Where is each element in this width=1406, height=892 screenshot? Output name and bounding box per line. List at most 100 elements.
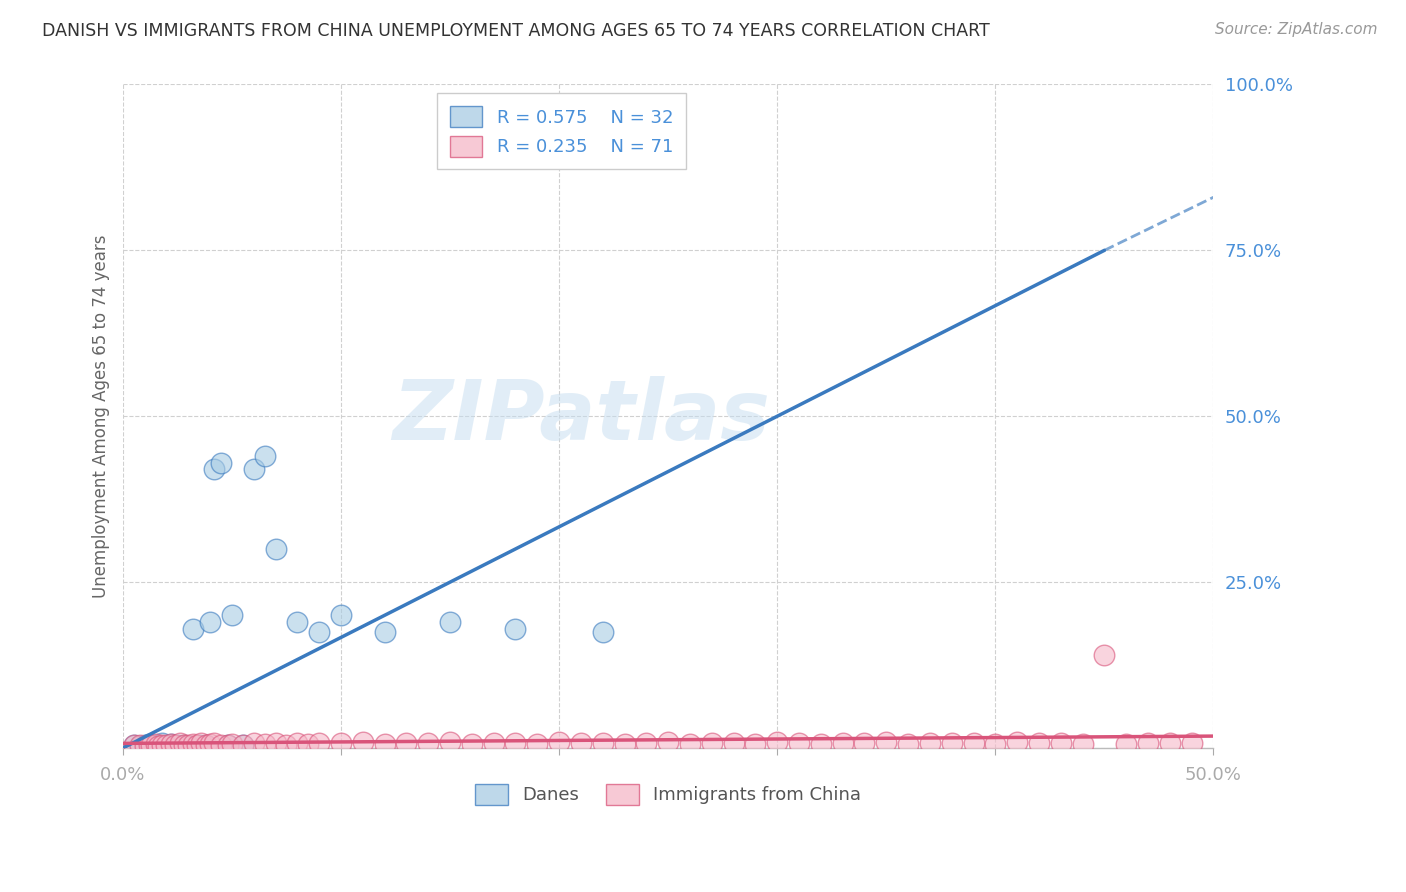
Point: [160, 737, 183, 751]
Point: [141, 739, 163, 753]
Point: [134, 739, 156, 753]
Point: [613, 737, 636, 751]
Point: [1092, 648, 1115, 662]
Point: [181, 622, 204, 636]
Point: [1115, 737, 1137, 751]
Point: [122, 738, 145, 752]
Point: [505, 622, 527, 636]
Point: [330, 736, 353, 750]
Point: [166, 739, 188, 753]
Point: [145, 738, 167, 752]
Point: [744, 737, 766, 751]
Point: [253, 449, 276, 463]
Point: [150, 736, 173, 750]
Point: [941, 736, 963, 750]
Point: [1181, 736, 1204, 750]
Point: [700, 736, 723, 750]
Point: [129, 739, 152, 753]
Point: [253, 737, 276, 751]
Point: [831, 736, 853, 750]
Point: [636, 736, 658, 750]
Point: [221, 737, 243, 751]
Point: [138, 738, 160, 752]
Point: [297, 737, 319, 751]
Point: [190, 736, 212, 750]
Point: [1159, 736, 1181, 750]
Point: [232, 738, 254, 752]
Point: [155, 739, 177, 753]
Point: [181, 737, 204, 751]
Point: [548, 735, 571, 749]
Point: [482, 736, 505, 750]
Point: [173, 738, 195, 752]
Point: [285, 736, 308, 750]
Point: [853, 736, 876, 750]
Point: [221, 608, 243, 623]
Point: [134, 739, 156, 753]
Point: [198, 737, 221, 751]
Point: [129, 739, 152, 753]
Point: [209, 738, 232, 752]
Point: [418, 736, 440, 750]
Point: [875, 735, 897, 749]
Legend: Danes, Immigrants from China: Danes, Immigrants from China: [468, 777, 869, 812]
Point: [308, 736, 330, 750]
Point: [169, 736, 191, 750]
Point: [569, 736, 592, 750]
Point: [787, 736, 810, 750]
Point: [1137, 736, 1160, 750]
Point: [186, 738, 208, 752]
Point: [308, 624, 330, 639]
Point: [505, 736, 527, 750]
Point: [439, 615, 461, 629]
Point: [723, 736, 745, 750]
Point: [352, 735, 374, 749]
Point: [173, 739, 195, 753]
Point: [217, 739, 239, 753]
Point: [155, 739, 177, 753]
Point: [276, 738, 298, 752]
Point: [897, 737, 920, 751]
Text: Source: ZipAtlas.com: Source: ZipAtlas.com: [1215, 22, 1378, 37]
Point: [194, 738, 217, 752]
Point: [145, 737, 167, 751]
Point: [810, 737, 832, 751]
Point: [146, 739, 169, 753]
Text: DANISH VS IMMIGRANTS FROM CHINA UNEMPLOYMENT AMONG AGES 65 TO 74 YEARS CORRELATI: DANISH VS IMMIGRANTS FROM CHINA UNEMPLOY…: [42, 22, 990, 40]
Point: [592, 624, 614, 639]
Point: [177, 738, 200, 752]
Point: [439, 735, 461, 749]
Point: [1049, 736, 1071, 750]
Point: [194, 739, 217, 753]
Point: [330, 608, 353, 623]
Point: [160, 737, 183, 751]
Point: [679, 737, 702, 751]
Point: [242, 736, 264, 750]
Point: [209, 456, 232, 470]
Point: [264, 736, 287, 750]
Point: [150, 738, 173, 752]
Point: [141, 739, 163, 753]
Point: [177, 739, 200, 753]
Point: [198, 615, 221, 629]
Point: [204, 462, 226, 476]
Point: [232, 739, 254, 753]
Point: [264, 541, 287, 556]
Point: [204, 736, 226, 750]
Point: [766, 735, 789, 749]
Point: [984, 737, 1007, 751]
Point: [395, 736, 418, 750]
Point: [138, 737, 160, 751]
Point: [657, 735, 679, 749]
Point: [962, 736, 984, 750]
Point: [1005, 735, 1028, 749]
Point: [217, 738, 239, 752]
Point: [285, 615, 308, 629]
Point: [1028, 736, 1050, 750]
Point: [526, 737, 548, 751]
Point: [242, 462, 264, 476]
Point: [592, 736, 614, 750]
Point: [461, 737, 484, 751]
Point: [122, 738, 145, 752]
Point: [374, 624, 396, 639]
